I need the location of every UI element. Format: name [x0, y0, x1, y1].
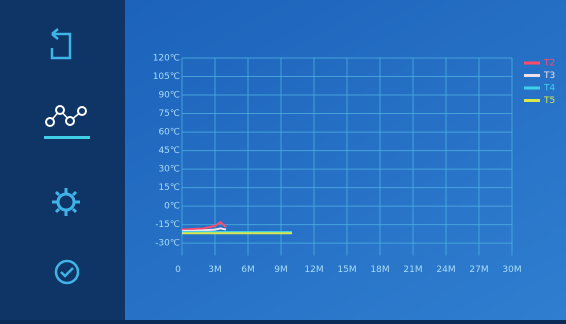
- y-tick-label: 90℃: [158, 91, 180, 101]
- y-tick-label: 60℃: [158, 128, 180, 138]
- legend-label: T5: [543, 96, 555, 106]
- screen: 120℃ 105℃ 90℃ 75℃ 60℃ 45℃ 30℃ 15℃ 0℃ -15℃ -30℃ 0 3M 6…: [0, 0, 566, 320]
- y-tick-label: 0℃: [164, 202, 180, 212]
- x-tick-label: 21M: [403, 265, 422, 275]
- y-tick-label: -15℃: [155, 220, 180, 230]
- x-tick-label: 12M: [304, 265, 323, 275]
- x-tick-label: 27M: [469, 265, 488, 275]
- y-tick-label: -30℃: [155, 239, 180, 249]
- y-tick-label: 15℃: [158, 183, 180, 193]
- x-tick-label: 24M: [436, 265, 455, 275]
- x-tick-label: 3M: [208, 265, 222, 275]
- x-tick-label: 30M: [502, 265, 521, 275]
- y-tick-label: 105℃: [153, 72, 180, 82]
- y-tick-label: 120℃: [153, 54, 180, 64]
- legend-label: T4: [543, 84, 555, 94]
- legend-label: T3: [543, 71, 555, 81]
- x-tick-label: 18M: [370, 265, 389, 275]
- x-tick-label: 9M: [274, 265, 288, 275]
- x-tick-label: 6M: [241, 265, 255, 275]
- y-tick-label: 75℃: [158, 109, 180, 119]
- x-tick-label: 0: [175, 265, 181, 275]
- y-tick-label: 45℃: [158, 146, 180, 156]
- page: {"chart_data": {"type": "line", "x": [0,…: [0, 0, 566, 320]
- y-tick-label: 30℃: [158, 165, 180, 175]
- x-tick-label: 15M: [337, 265, 356, 275]
- legend-label: T2: [543, 59, 555, 69]
